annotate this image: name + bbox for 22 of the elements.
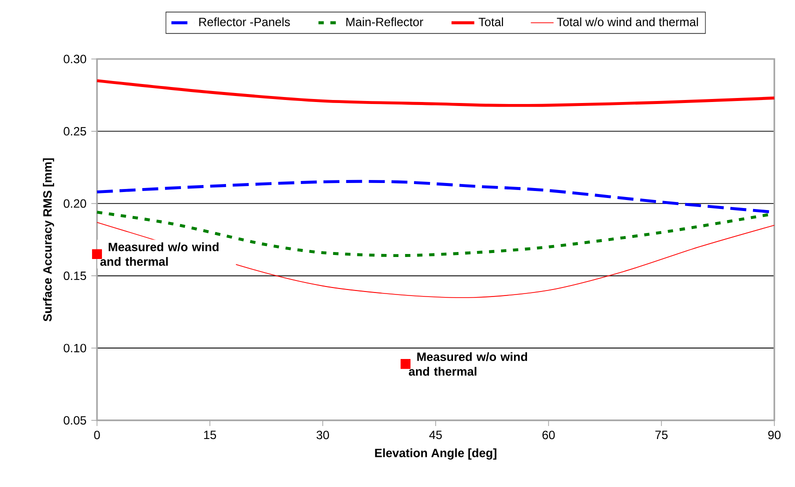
y-axis-title: Surface Accuracy RMS [mm] <box>42 158 54 322</box>
legend-label: Main-Reflector <box>346 17 424 26</box>
y-tick-label: 0.20 <box>64 199 86 208</box>
y-tick-label: 0.05 <box>64 416 86 425</box>
x-tick-label: 0 <box>94 430 100 440</box>
y-tick-label: 0.30 <box>64 54 86 64</box>
y-tick-label: 0.10 <box>64 344 86 352</box>
legend-label: Total w/o wind and thermal <box>556 17 698 26</box>
x-tick-label: 90 <box>768 430 781 440</box>
legend-label: Total <box>478 17 503 26</box>
y-tick-label: 0.15 <box>64 272 86 280</box>
x-tick-label: 60 <box>542 430 555 440</box>
line-series <box>96 79 776 107</box>
x-tick-label: 45 <box>429 430 442 440</box>
y-tick-label: 0.25 <box>64 127 86 136</box>
annotation: Measured w/o wind and thermal <box>408 352 528 376</box>
x-tick-label: 75 <box>655 430 668 440</box>
x-tick-label: 30 <box>316 430 329 440</box>
legend-label: Reflector -Panels <box>199 17 290 26</box>
x-axis-title: Elevation Angle [deg] <box>375 448 496 460</box>
x-tick-label: 15 <box>204 430 216 440</box>
annotation: Measured w/o wind and thermal <box>100 242 218 266</box>
